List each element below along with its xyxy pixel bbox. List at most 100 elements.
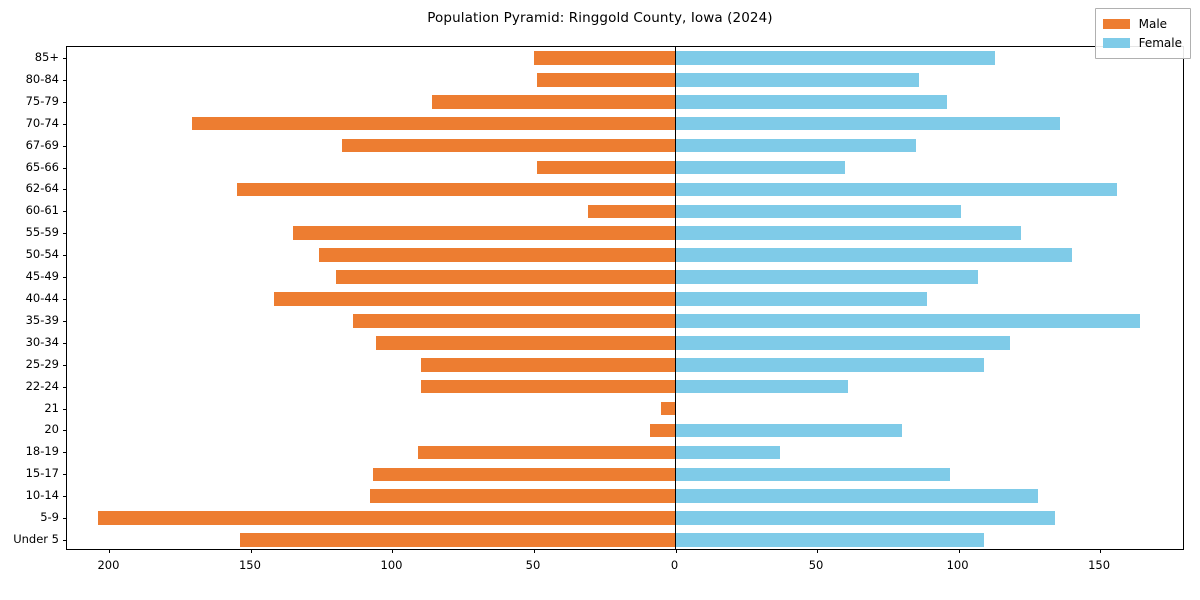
bar-female-under-5 xyxy=(675,533,985,547)
bar-female-45-49 xyxy=(675,270,979,284)
bar-female-20 xyxy=(675,423,902,438)
bar-row xyxy=(67,226,1183,241)
y-tick-mark xyxy=(63,189,67,191)
bar-row xyxy=(67,116,1183,131)
bar-row xyxy=(67,51,1183,65)
y-tick-mark xyxy=(63,277,67,279)
bar-row xyxy=(67,160,1183,175)
bar-male-80-84 xyxy=(536,73,676,87)
bar-female-5-9 xyxy=(675,511,1055,525)
y-tick-label-30-34: 30-34 xyxy=(25,334,59,349)
bar-male-21 xyxy=(661,401,676,416)
x-tick-mark xyxy=(958,549,960,553)
y-tick-label-18-19: 18-19 xyxy=(25,444,59,459)
bar-male-25-29 xyxy=(420,357,676,372)
bar-row xyxy=(67,314,1183,328)
legend-label-female: Female xyxy=(1138,35,1182,50)
bar-male-50-54 xyxy=(318,248,676,262)
y-tick-mark xyxy=(63,145,67,147)
y-tick-label-50-54: 50-54 xyxy=(25,247,59,262)
y-tick-mark xyxy=(63,123,67,125)
bar-male-75-79 xyxy=(432,94,676,109)
y-tick-label-22-24: 22-24 xyxy=(25,378,59,393)
y-tick-label-21: 21 xyxy=(44,400,59,415)
bar-female-10-14 xyxy=(675,489,1038,503)
bar-male-55-59 xyxy=(293,226,676,241)
bar-row xyxy=(67,336,1183,350)
y-tick-mark xyxy=(63,496,67,498)
y-tick-label-35-39: 35-39 xyxy=(25,312,59,327)
bar-row xyxy=(67,467,1183,482)
y-tick-mark xyxy=(63,386,67,388)
bar-male-45-49 xyxy=(335,270,676,284)
bar-female-60-61 xyxy=(675,204,962,219)
bar-row xyxy=(67,94,1183,109)
y-tick-mark xyxy=(63,408,67,410)
x-tick-mark xyxy=(250,549,252,553)
y-tick-mark xyxy=(63,342,67,344)
bar-male-10-14 xyxy=(369,489,676,503)
bar-female-85+ xyxy=(675,51,996,65)
bar-female-30-34 xyxy=(675,336,1010,350)
y-tick-mark xyxy=(63,474,67,476)
bar-row xyxy=(67,292,1183,306)
bars-layer xyxy=(67,47,1183,549)
bar-female-35-39 xyxy=(675,314,1140,328)
y-tick-label-under-5: Under 5 xyxy=(13,532,59,547)
bar-female-50-54 xyxy=(675,248,1072,262)
bar-male-85+ xyxy=(534,51,676,65)
bar-male-35-39 xyxy=(352,314,676,328)
y-tick-mark xyxy=(63,518,67,520)
bar-female-70-74 xyxy=(675,116,1061,131)
bar-row xyxy=(67,445,1183,460)
bar-row xyxy=(67,204,1183,219)
legend-label-male: Male xyxy=(1138,16,1168,31)
bar-female-65-66 xyxy=(675,160,846,175)
bar-female-18-19 xyxy=(675,445,781,460)
x-tick-mark xyxy=(109,549,111,553)
y-tick-label-85+: 85+ xyxy=(34,49,59,64)
x-tick-mark xyxy=(534,549,535,553)
bar-female-15-17 xyxy=(675,467,951,482)
bar-male-18-19 xyxy=(417,445,676,460)
y-tick-mark xyxy=(63,255,67,257)
y-tick-mark xyxy=(63,299,67,300)
y-tick-mark xyxy=(63,167,67,169)
x-tick-label: 100 xyxy=(380,558,403,572)
bar-male-under-5 xyxy=(239,533,676,547)
y-tick-label-25-29: 25-29 xyxy=(25,356,59,371)
y-tick-label-80-84: 80-84 xyxy=(25,71,59,86)
x-tick-label: 100 xyxy=(946,558,969,572)
y-tick-label-62-64: 62-64 xyxy=(25,181,59,196)
bar-row xyxy=(67,379,1183,394)
y-tick-label-65-66: 65-66 xyxy=(25,159,59,174)
y-tick-label-55-59: 55-59 xyxy=(25,225,59,240)
legend-entry-male: Male xyxy=(1102,14,1182,33)
chart-legend: Male Female xyxy=(1094,8,1191,59)
bar-female-80-84 xyxy=(675,73,919,87)
y-tick-mark xyxy=(63,79,67,81)
y-tick-label-60-61: 60-61 xyxy=(25,203,59,218)
bar-row xyxy=(67,401,1183,416)
y-tick-label-40-44: 40-44 xyxy=(25,291,59,305)
x-tick-mark xyxy=(1100,549,1102,553)
bar-female-55-59 xyxy=(675,226,1021,241)
x-tick-label: 150 xyxy=(238,558,261,572)
y-tick-label-15-17: 15-17 xyxy=(25,466,59,481)
plot-area xyxy=(63,46,1184,553)
x-tick-label: 50 xyxy=(525,558,541,572)
bar-row xyxy=(67,489,1183,503)
y-tick-label-75-79: 75-79 xyxy=(25,93,59,108)
y-tick-mark xyxy=(63,430,67,432)
bar-male-22-24 xyxy=(420,379,676,394)
bar-male-20 xyxy=(650,423,676,438)
bar-row xyxy=(67,511,1183,525)
bar-male-40-44 xyxy=(273,292,676,306)
bar-male-62-64 xyxy=(236,182,676,197)
x-tick-label: 0 xyxy=(670,558,679,572)
zero-axis-line xyxy=(674,47,677,549)
x-tick-mark xyxy=(817,549,819,553)
bar-row xyxy=(67,138,1183,153)
y-tick-label-70-74: 70-74 xyxy=(25,115,59,130)
